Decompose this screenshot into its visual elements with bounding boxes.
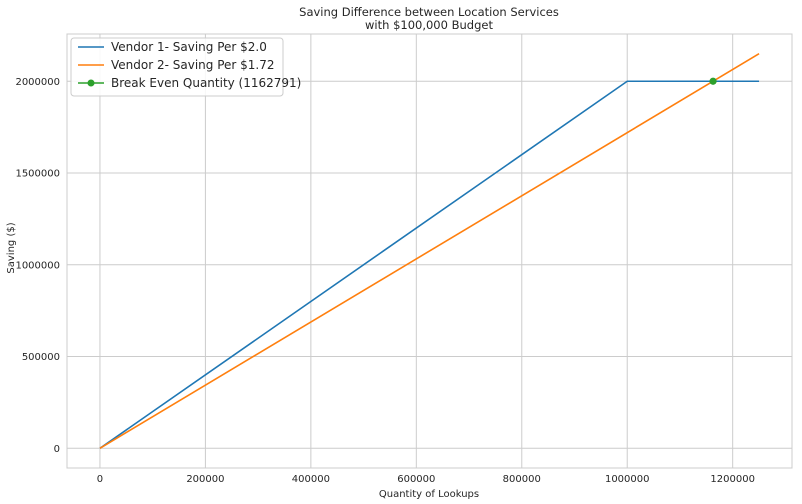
x-tick-label: 0 (97, 474, 103, 485)
y-tick-label: 2000000 (15, 77, 60, 88)
chart-title: Saving Difference between Location Servi… (299, 5, 559, 19)
legend: Vendor 1- Saving Per $2.0 Vendor 2- Savi… (70, 37, 301, 97)
grid-lines (67, 34, 792, 468)
x-tick-label: 400000 (292, 474, 330, 485)
series-lines (99, 53, 760, 449)
series-line-vendor-2-saving-per-1-72 (99, 53, 760, 449)
legend-item-vendor-1: Vendor 1- Saving Per $2.0 (78, 40, 267, 54)
y-tick-label: 500000 (22, 352, 60, 363)
legend-label-break-even: Break Even Quantity (1162791) (111, 76, 301, 90)
chart-subtitle: with $100,000 Budget (365, 18, 493, 32)
y-axis-label: Saving ($) (6, 222, 17, 273)
legend-box (70, 37, 284, 97)
legend-item-break-even: Break Even Quantity (1162791) (78, 76, 301, 90)
x-tick-label: 1200000 (710, 474, 755, 485)
y-tick-label: 1000000 (15, 260, 60, 271)
x-axis-label: Quantity of Lookups (379, 489, 479, 500)
x-tick-label: 200000 (186, 474, 224, 485)
x-tick-label: 600000 (397, 474, 435, 485)
plot-area (66, 33, 793, 469)
x-tick-label: 1000000 (605, 474, 650, 485)
y-tick-label: 1500000 (15, 169, 60, 180)
y-tick-label: 0 (54, 444, 60, 455)
data-point-break-even-quantity-1162791 (709, 77, 717, 85)
x-tick-label: 800000 (503, 474, 541, 485)
y-axis-ticks: 0 500000 1000000 1500000 2000000 (15, 77, 60, 455)
x-axis-ticks: 0 200000 400000 600000 800000 1000000 1200000 (97, 474, 755, 485)
legend-item-vendor-2: Vendor 2- Saving Per $1.72 (78, 58, 275, 72)
legend-label-vendor-2: Vendor 2- Saving Per $1.72 (111, 58, 275, 72)
legend-marker-break-even (87, 79, 95, 87)
legend-label-vendor-1: Vendor 1- Saving Per $2.0 (111, 40, 267, 54)
